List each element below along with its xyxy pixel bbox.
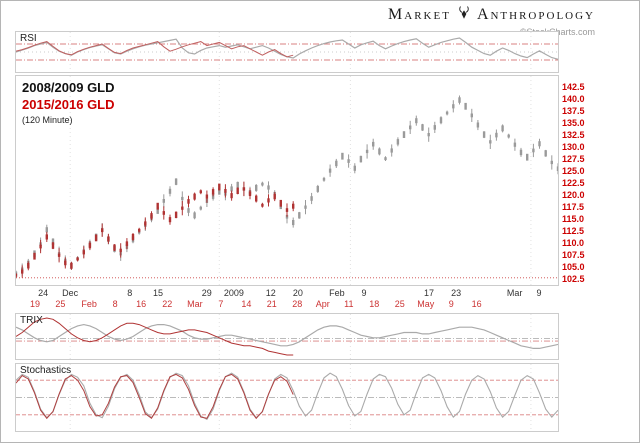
y-tick-label: 140.0 [562, 93, 585, 104]
x-tick-label: 9 [536, 288, 542, 298]
x-tick-label: Feb [329, 288, 345, 298]
y-tick-label: 107.5 [562, 249, 585, 260]
trix-chart [16, 314, 558, 359]
line-rsi-2015 [16, 41, 294, 58]
x-tick-label: 18 [369, 299, 380, 309]
x-tick-label: Dec [62, 288, 79, 298]
x-tick-label: Mar [506, 288, 523, 298]
x-tick-label: 15 [152, 288, 164, 298]
y-tick-label: 122.5 [562, 177, 585, 188]
y-tick-label: 120.0 [562, 189, 585, 200]
rsi-panel-label: RSI [20, 33, 37, 44]
x-tick-label: 8 [127, 288, 133, 298]
brand-second-word: Anthropology [476, 6, 595, 23]
x-tick-label: 17 [423, 288, 435, 298]
x-tick-label: 21 [266, 299, 277, 309]
y-tick-label: 127.5 [562, 153, 585, 164]
x-tick-label: 9 [448, 299, 454, 309]
stochastics-panel: Stochastics [15, 363, 559, 432]
main-subtitle-interval: (120 Minute) [22, 115, 73, 125]
x-tick-label: 14 [241, 299, 252, 309]
x-tick-label: 16 [471, 299, 482, 309]
main-title-2015: 2015/2016 GLD [22, 97, 115, 112]
trix-panel: TRIX [15, 313, 559, 360]
y-tick-label: 112.5 [562, 225, 585, 236]
x-tick-label: 19 [29, 299, 40, 309]
trix-panel-label: TRIX [20, 315, 43, 326]
y-tick-label: 132.5 [562, 129, 585, 140]
x-tick-label: May [417, 299, 435, 309]
line-stoch-2008 [16, 372, 558, 421]
x-tick-label: 12 [265, 288, 276, 298]
main-titles: 2008/2009 GLD 2015/2016 GLD (120 Minute) [22, 79, 115, 125]
brand-first-word: Market [388, 6, 451, 23]
main-title-2008: 2008/2009 GLD [22, 80, 115, 95]
y-tick-label: 137.5 [562, 105, 585, 116]
x-tick-label: 8 [112, 299, 118, 309]
line-trix-2015 [16, 317, 294, 356]
x-tick-label: 20 [292, 288, 303, 298]
x-tick-label: Mar [187, 299, 203, 309]
x-tick-label: 7 [218, 299, 224, 309]
line-rsi-2008 [16, 37, 558, 60]
y-tick-label: 110.0 [562, 237, 585, 248]
x-tick-label: 24 [38, 288, 49, 298]
candles-gld-2015 [16, 181, 295, 278]
x-axis-row-2015: 19 25 Feb 8 16 22 Mar 7 14 21 28 Apr 11 18 25 May 9 16 [1, 299, 639, 310]
x-tick-label: 28 [292, 299, 303, 309]
x-tick-label: 23 [451, 288, 462, 298]
x-tick-label: 16 [136, 299, 147, 309]
x-tick-label: 9 [361, 288, 367, 298]
main-price-panel: 2008/2009 GLD 2015/2016 GLD (120 Minute) [15, 75, 559, 286]
x-tick-label: Feb [81, 299, 97, 309]
stochastics-panel-label: Stochastics [20, 365, 72, 376]
rsi-panel: RSI [15, 31, 559, 73]
main-price-chart [16, 76, 558, 285]
y-tick-label: 135.0 [562, 117, 585, 128]
y-tick-label: 130.0 [562, 141, 585, 152]
x-tick-label: 29 [201, 288, 212, 298]
x-tick-label: 25 [394, 299, 405, 309]
line-trix-2008 [16, 323, 558, 350]
goat-emblem-icon [457, 5, 471, 25]
x-tick-label: Apr [315, 299, 330, 309]
line-stoch-2015 [16, 373, 294, 420]
y-tick-label: 102.5 [562, 273, 585, 284]
x-tick-label: 25 [55, 299, 66, 309]
x-axis-row-2008: 24 Dec 8 15 29 2009 12 20 Feb 9 17 23 Mar 9 [1, 288, 639, 299]
y-tick-label: 142.5 [562, 81, 585, 92]
y-tick-label: 125.0 [562, 165, 585, 176]
brand: Market Anthropology [388, 5, 595, 25]
y-tick-label: 117.5 [562, 201, 585, 212]
stochastics-chart [16, 364, 558, 431]
y-tick-label: 115.0 [562, 213, 585, 224]
rsi-chart [16, 32, 558, 72]
x-tick-label: 11 [344, 299, 354, 309]
x-tick-label: 2009 [223, 288, 244, 298]
y-tick-label: 105.0 [562, 261, 585, 272]
x-tick-label: 22 [162, 299, 173, 309]
